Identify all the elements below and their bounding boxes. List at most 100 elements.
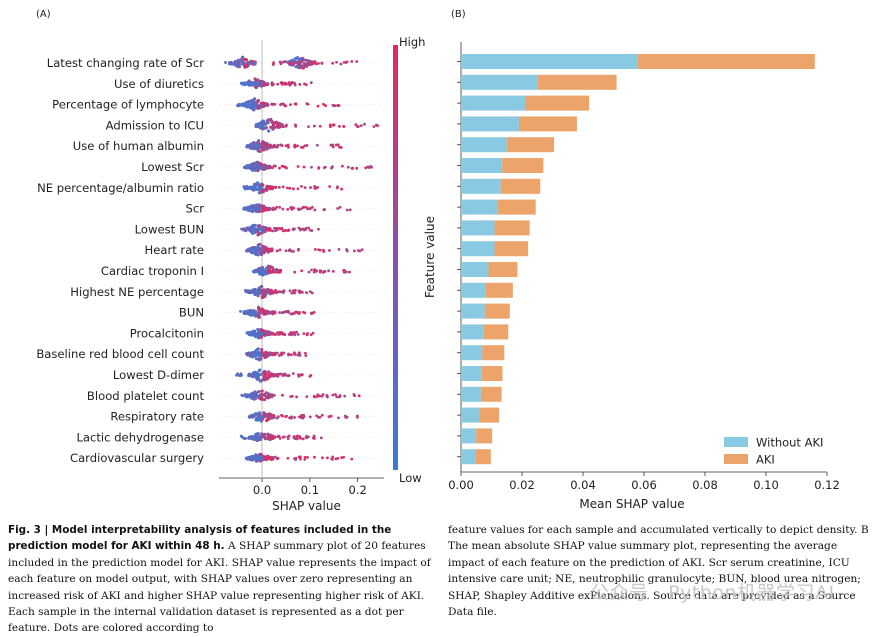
shap-dot [278,185,281,189]
shap-dot [290,332,294,336]
shap-dot [355,60,359,63]
shap-dot [306,435,310,439]
shap-dot [276,435,279,439]
shap-dot [251,228,255,232]
shap-dot [262,208,267,212]
shap-dot [259,228,263,231]
shap-dot [251,291,254,294]
shap-dot [309,186,312,189]
feature-label-4: Admission to ICU [106,118,204,132]
bar-without-aki-2 [461,74,538,90]
shap-dot [296,144,299,148]
bar-aki-20 [475,449,491,465]
shap-dot [281,185,285,189]
shap-dot [310,165,313,169]
feature-label-6: Lowest Scr [141,160,204,174]
shap-dot [262,393,267,397]
shap-dot [293,291,296,295]
x-tick-label-b: 0.08 [692,478,718,492]
shap-dot [258,149,262,153]
shap-dot [286,186,289,190]
shap-dot [257,145,260,149]
bar-without-aki-11 [461,262,489,277]
shap-dot [312,394,316,398]
shap-dot [278,436,282,440]
shap-dot [283,229,287,232]
shap-dot [264,372,268,376]
shap-dot [257,82,260,86]
shap-dot [364,166,368,170]
shap-dot [262,83,267,87]
shap-dot [310,205,314,209]
bar-aki-1 [637,54,815,69]
shap-dot [312,270,316,274]
shap-dot [258,351,262,355]
shap-dot [313,437,316,440]
shap-dot [340,164,344,168]
shap-dot [258,190,262,195]
bar-aki-19 [476,428,493,444]
feature-label-16: Lowest D-dimer [113,368,204,382]
shap-dot [289,312,293,316]
shap-dot [255,432,259,436]
bar-aki-13 [484,303,510,319]
shap-dot [258,242,262,246]
feature-label-15: Baseline red blood cell count [36,347,204,361]
shap-dot [293,81,297,85]
shap-dot [259,419,263,423]
shap-dot [270,248,274,252]
shap-dot [242,185,246,188]
shap-dot [291,228,295,232]
shap-dot [262,412,266,416]
bar-aki-6 [502,158,544,173]
shap-dot [255,456,259,460]
shap-dot [348,208,352,212]
shap-dot [304,62,308,66]
feature-label-1: Latest changing rate of Scr [47,56,204,70]
shap-dot [256,78,260,82]
shap-dot [254,310,258,314]
feature-label-8: Scr [185,202,204,216]
feature-label-10: Heart rate [144,243,204,257]
shap-dot [320,61,324,65]
shap-dot [317,166,321,170]
shap-dot [275,205,279,209]
shap-dot [264,292,268,297]
shap-dot [288,83,292,87]
shap-dot [264,332,269,337]
shap-dot [264,246,268,250]
bar-without-aki-20 [461,449,476,465]
shap-dot [315,269,318,273]
shap-dot [246,144,250,148]
shap-dot [294,102,298,106]
shap-dot [289,103,292,107]
shap-dot [317,62,320,65]
shap-dot [242,62,245,65]
feature-dots-5 [245,139,343,153]
shap-dot [255,374,259,377]
shap-dot [267,370,271,374]
bar-aki-10 [494,241,529,257]
shap-dot [268,437,272,441]
bar-without-aki-9 [461,220,495,236]
shap-dot [279,102,283,106]
shap-dot [275,249,279,253]
shap-dot [350,60,354,63]
shap-dot [259,335,263,339]
shap-dot [372,125,376,129]
shap-dot [313,248,317,251]
shap-dot [345,208,349,212]
shap-dot [241,435,245,439]
shap-dot [264,355,268,359]
shap-dot [275,291,278,295]
shap-dot [251,205,255,209]
shap-dot [270,102,274,106]
bar-without-aki-14 [461,324,484,340]
shap-dot [335,60,338,64]
shap-dot [292,351,296,355]
shap-dot [306,332,309,335]
shap-dot [257,333,261,336]
shap-dot [279,268,283,272]
bar-aki-15 [482,345,505,361]
shap-dot [272,144,276,148]
